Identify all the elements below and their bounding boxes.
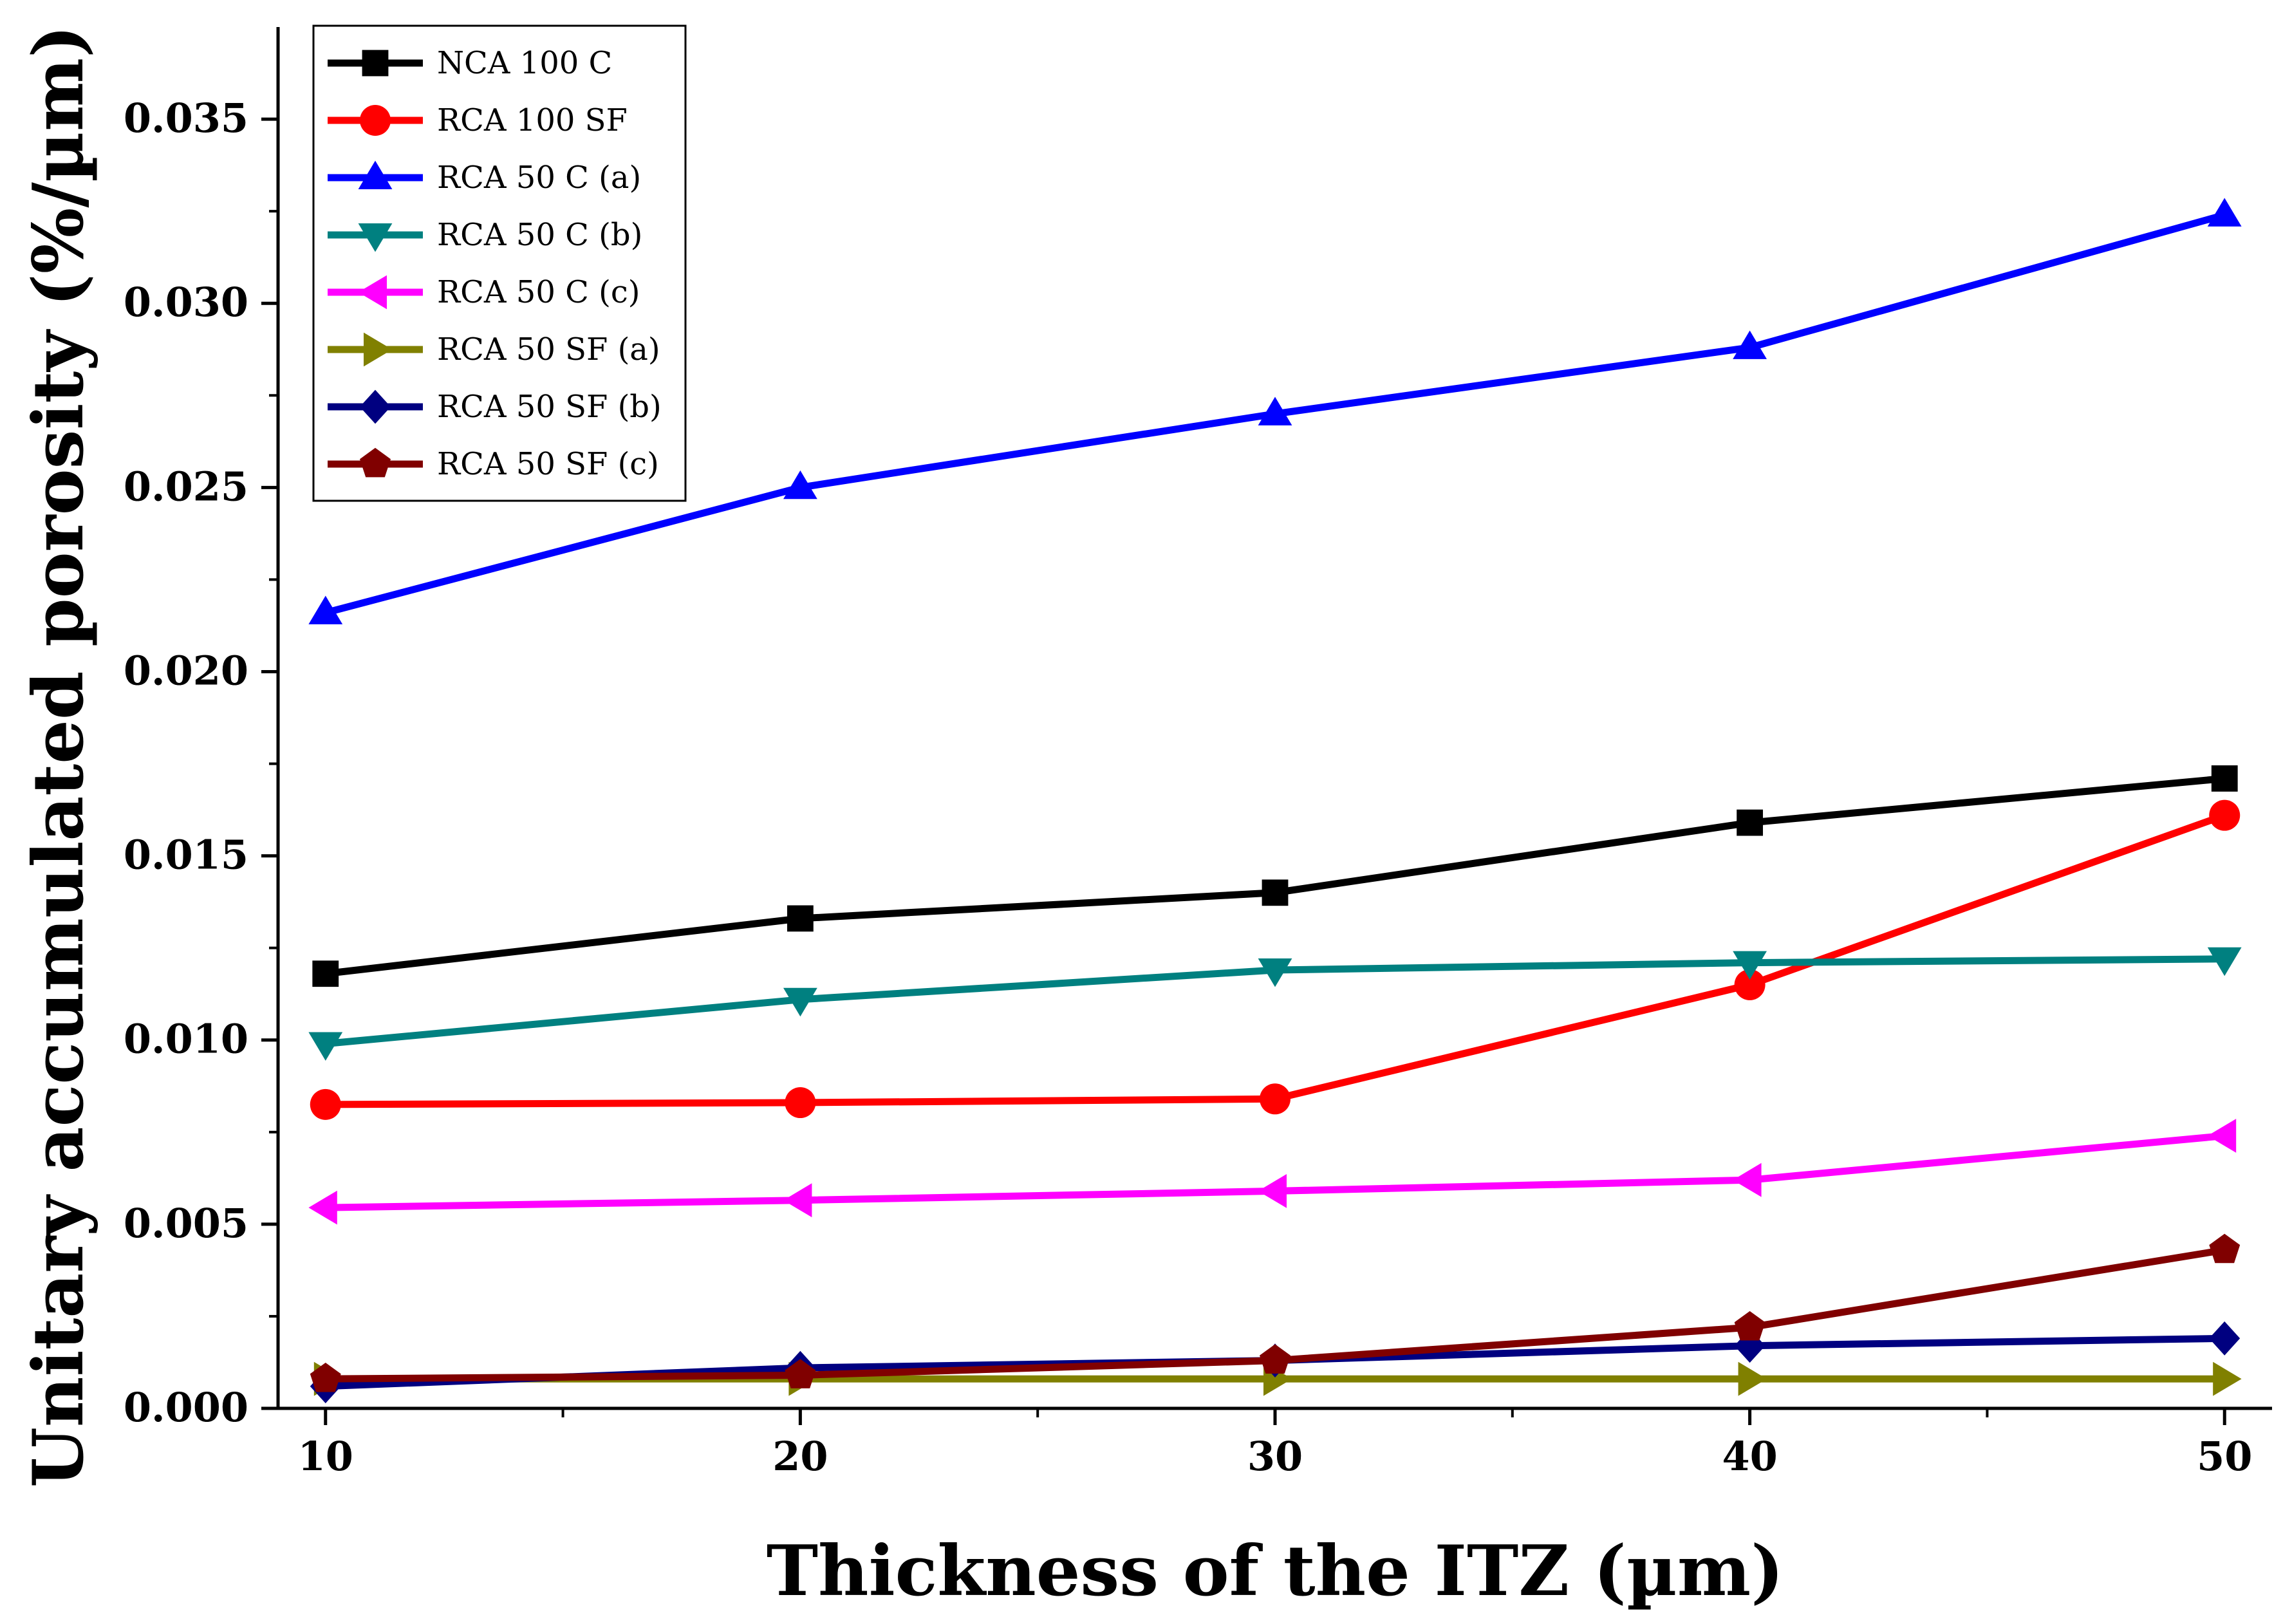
axis-ticks: 0.000 0.005 0.010 0.015 0.020 0.025 0.030 0.035… xyxy=(124,95,2253,1480)
x-tick-label: 20 xyxy=(772,1433,828,1480)
legend-marker xyxy=(358,223,393,252)
data-point xyxy=(1733,330,1767,359)
data-point xyxy=(2209,1233,2241,1264)
data-point xyxy=(1737,809,1764,836)
data-point xyxy=(783,470,817,499)
y-axis-title: Unitary accumulated porosity (%/µm) xyxy=(18,25,99,1488)
y-tick-label: 0.025 xyxy=(124,463,248,510)
legend-marker xyxy=(360,447,391,478)
legend-entry: RCA 50 C (c) xyxy=(328,274,640,310)
data-point xyxy=(1260,1344,1290,1374)
y-tick-label: 0.000 xyxy=(124,1384,248,1431)
data-point xyxy=(308,595,343,624)
data-point xyxy=(783,987,817,1017)
data-point xyxy=(1733,951,1767,980)
legend-marker xyxy=(360,389,391,424)
legend-box xyxy=(312,24,687,502)
data-point xyxy=(2209,1321,2241,1356)
legend-label: RCA 50 SF (a) xyxy=(437,331,660,368)
legend-label: NCA 100 C xyxy=(437,45,612,81)
y-tick-label: 0.020 xyxy=(124,647,248,694)
series-2 xyxy=(310,799,2241,1120)
legend-marker xyxy=(362,50,389,77)
data-point xyxy=(785,1087,816,1119)
data-point xyxy=(787,905,814,932)
legend-label: RCA 100 SF xyxy=(437,102,628,138)
data-point xyxy=(1258,397,1292,425)
legend-marker xyxy=(358,275,387,310)
data-point xyxy=(310,1088,341,1120)
data-point xyxy=(2207,1119,2237,1153)
data-point xyxy=(1734,969,1766,1000)
series-8 xyxy=(310,1233,2241,1392)
series-3 xyxy=(308,198,2242,624)
data-point xyxy=(2209,799,2241,831)
legend-marker xyxy=(364,332,393,367)
y-tick-label: 0.015 xyxy=(124,832,248,879)
legend-label: RCA 50 C (c) xyxy=(437,274,640,310)
data-point xyxy=(1738,1361,1767,1396)
series-group xyxy=(308,198,2242,1404)
legend-label: RCA 50 SF (b) xyxy=(437,389,662,425)
data-point xyxy=(2211,765,2238,792)
legend-entry: RCA 50 SF (b) xyxy=(328,389,662,425)
x-tick-label: 40 xyxy=(1722,1433,1777,1480)
legend-marker xyxy=(360,105,391,136)
data-point xyxy=(308,1032,343,1061)
data-point xyxy=(1262,879,1289,906)
x-tick-label: 10 xyxy=(298,1433,353,1480)
data-point xyxy=(1258,958,1292,987)
data-point xyxy=(1733,1162,1762,1197)
x-tick-label: 30 xyxy=(1247,1433,1303,1480)
legend-entry: RCA 50 SF (c) xyxy=(328,446,659,482)
data-point xyxy=(2207,198,2242,227)
data-point xyxy=(785,1359,816,1388)
y-tick-label: 0.030 xyxy=(124,279,248,326)
data-point xyxy=(312,960,339,987)
x-tick-label: 50 xyxy=(2197,1433,2252,1480)
y-tick-label: 0.010 xyxy=(124,1016,248,1063)
legend-marker xyxy=(358,160,393,189)
data-point xyxy=(1258,1174,1287,1208)
data-point xyxy=(783,1183,812,1218)
series-line xyxy=(325,774,2225,978)
legend-entry: RCA 50 SF (a) xyxy=(328,331,660,368)
series-4 xyxy=(308,947,2242,1061)
legend-entry: RCA 50 C (b) xyxy=(328,217,642,253)
y-tick-label: 0.035 xyxy=(124,95,248,142)
legend: NCA 100 C RCA 100 SF RCA 50 C (a) RCA 50 C … xyxy=(312,24,687,502)
data-point xyxy=(308,1190,337,1225)
data-point xyxy=(2213,1361,2242,1396)
x-axis-title: Thickness of the ITZ (µm) xyxy=(767,1531,1784,1612)
data-point xyxy=(1260,1083,1290,1115)
series-1 xyxy=(312,765,2238,987)
data-point xyxy=(310,1363,341,1392)
series-5 xyxy=(308,1119,2237,1225)
legend-entry: RCA 100 SF xyxy=(328,102,628,138)
data-point xyxy=(1734,1311,1766,1341)
y-tick-label: 0.005 xyxy=(124,1200,248,1247)
data-point xyxy=(2207,947,2242,976)
legend-entry: RCA 50 C (a) xyxy=(328,160,641,196)
legend-label: RCA 50 C (b) xyxy=(437,217,642,253)
legend-label: RCA 50 SF (c) xyxy=(437,446,659,482)
legend-entry: NCA 100 C xyxy=(328,45,612,81)
legend-label: RCA 50 C (a) xyxy=(437,160,641,196)
